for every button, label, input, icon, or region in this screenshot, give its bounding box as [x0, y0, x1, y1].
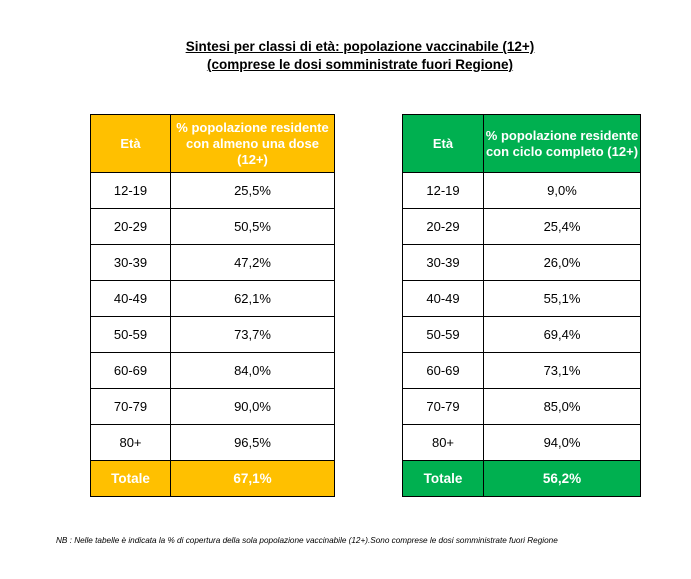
value-cell: 90,0%	[170, 388, 335, 425]
value-cell: 9,0%	[483, 172, 641, 209]
value-cell: 26,0%	[483, 244, 641, 281]
age-cell: 50-59	[90, 316, 171, 353]
age-cell: 60-69	[90, 352, 171, 389]
age-cell: 30-39	[402, 244, 484, 281]
age-cell: 80+	[402, 424, 484, 461]
age-cell: 40-49	[402, 280, 484, 317]
title-line-1: Sintesi per classi di età: popolazione v…	[185, 39, 535, 54]
value-cell: 47,2%	[170, 244, 335, 281]
age-cell: 80+	[90, 424, 171, 461]
table-row: 20-29 25,4%	[402, 208, 641, 245]
age-cell: 50-59	[402, 316, 484, 353]
table-first-dose: Età % popolazione residente con almeno u…	[90, 114, 335, 497]
table-row: 12-19 9,0%	[402, 172, 641, 209]
total-value: 67,1%	[170, 460, 335, 497]
value-cell: 50,5%	[170, 208, 335, 245]
total-label: Totale	[90, 460, 171, 497]
table-row: 70-79 90,0%	[90, 388, 335, 425]
header-age: Età	[90, 114, 171, 173]
page-title: Sintesi per classi di età: popolazione v…	[150, 38, 570, 74]
table-full-cycle: Età % popolazione residente con ciclo co…	[402, 114, 641, 497]
value-cell: 84,0%	[170, 352, 335, 389]
age-cell: 70-79	[90, 388, 171, 425]
age-cell: 12-19	[90, 172, 171, 209]
age-cell: 20-29	[90, 208, 171, 245]
table-row: 30-39 47,2%	[90, 244, 335, 281]
age-cell: 70-79	[402, 388, 484, 425]
table-row: 60-69 73,1%	[402, 352, 641, 389]
value-cell: 55,1%	[483, 280, 641, 317]
table-row: 40-49 62,1%	[90, 280, 335, 317]
table-row: 40-49 55,1%	[402, 280, 641, 317]
value-cell: 73,1%	[483, 352, 641, 389]
table-row: 20-29 50,5%	[90, 208, 335, 245]
value-cell: 85,0%	[483, 388, 641, 425]
table-header-row: Età % popolazione residente con almeno u…	[90, 114, 335, 173]
table-row: 80+ 94,0%	[402, 424, 641, 461]
value-cell: 62,1%	[170, 280, 335, 317]
table-row: 50-59 69,4%	[402, 316, 641, 353]
table-row: 80+ 96,5%	[90, 424, 335, 461]
table-row: 70-79 85,0%	[402, 388, 641, 425]
table-row: 50-59 73,7%	[90, 316, 335, 353]
header-percent: % popolazione residente con almeno una d…	[170, 114, 335, 173]
footnote: NB : Nelle tabelle è indicata la % di co…	[56, 536, 558, 545]
total-value: 56,2%	[483, 460, 641, 497]
table-row: 30-39 26,0%	[402, 244, 641, 281]
header-percent: % popolazione residente con ciclo comple…	[483, 114, 641, 173]
table-row: 60-69 84,0%	[90, 352, 335, 389]
total-label: Totale	[402, 460, 484, 497]
header-age: Età	[402, 114, 484, 173]
total-row: Totale 67,1%	[90, 460, 335, 497]
value-cell: 96,5%	[170, 424, 335, 461]
age-cell: 20-29	[402, 208, 484, 245]
value-cell: 25,4%	[483, 208, 641, 245]
age-cell: 60-69	[402, 352, 484, 389]
total-row: Totale 56,2%	[402, 460, 641, 497]
age-cell: 30-39	[90, 244, 171, 281]
age-cell: 12-19	[402, 172, 484, 209]
value-cell: 94,0%	[483, 424, 641, 461]
age-cell: 40-49	[90, 280, 171, 317]
title-line-2: (comprese le dosi somministrate fuori Re…	[206, 57, 514, 72]
value-cell: 25,5%	[170, 172, 335, 209]
value-cell: 69,4%	[483, 316, 641, 353]
table-row: 12-19 25,5%	[90, 172, 335, 209]
value-cell: 73,7%	[170, 316, 335, 353]
table-header-row: Età % popolazione residente con ciclo co…	[402, 114, 641, 173]
